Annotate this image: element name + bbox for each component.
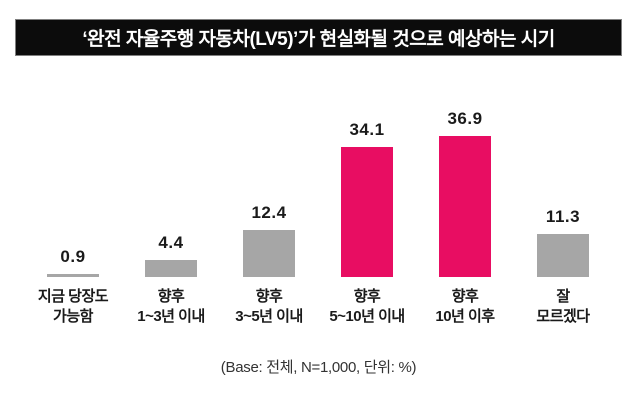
bar-value-label: 12.4 <box>251 203 287 222</box>
bar-value-label: 0.9 <box>60 247 86 266</box>
bar-zone: 0.9 <box>47 96 99 277</box>
bar-column: 34.1 향후 5~10년 이내 <box>318 96 416 328</box>
bar-chart: 0.9 지금 당장도 가능함 4.4 향후 1~3년 이내 12.4 향후 3~5년 이내 34.… <box>24 96 612 328</box>
bar-zone: 34.1 <box>341 96 393 277</box>
bar-column: 12.4 향후 3~5년 이내 <box>220 96 318 328</box>
bar-value-label: 34.1 <box>349 120 385 139</box>
category-label: 향후 3~5년 이내 <box>235 288 303 326</box>
bar-column: 0.9 지금 당장도 가능함 <box>24 96 122 328</box>
bar-column: 11.3 잘 모르겠다 <box>514 96 612 328</box>
category-label: 향후 5~10년 이내 <box>329 288 405 326</box>
bar-columns: 0.9 지금 당장도 가능함 4.4 향후 1~3년 이내 12.4 향후 3~5년 이내 34.… <box>24 96 612 328</box>
category-label: 잘 모르겠다 <box>536 288 590 326</box>
category-label: 향후 1~3년 이내 <box>137 288 205 326</box>
bar-default <box>243 230 295 277</box>
category-label: 향후 10년 이후 <box>435 288 495 326</box>
bar-highlighted <box>439 136 491 277</box>
bar-value-label: 11.3 <box>545 207 581 226</box>
bar-highlighted <box>341 147 393 277</box>
bar-column: 4.4 향후 1~3년 이내 <box>122 96 220 328</box>
bar-column: 36.9 향후 10년 이후 <box>416 96 514 328</box>
bar-value-label: 36.9 <box>447 109 483 128</box>
bar-value-label: 4.4 <box>158 233 184 252</box>
bar-default <box>537 234 589 277</box>
chart-title-banner: ‘완전 자율주행 자동차(LV5)’가 현실화될 것으로 예상하는 시기 <box>15 19 622 56</box>
base-note: (Base: 전체, N=1,000, 단위: %) <box>220 359 417 376</box>
bar-zone: 12.4 <box>243 96 295 277</box>
chart-title: ‘완전 자율주행 자동차(LV5)’가 현실화될 것으로 예상하는 시기 <box>82 29 555 50</box>
category-label: 지금 당장도 가능함 <box>37 288 109 326</box>
bar-zone: 36.9 <box>439 96 491 277</box>
bar-zone: 4.4 <box>145 96 197 277</box>
bar-default <box>145 260 197 277</box>
bar-default <box>47 274 99 277</box>
bar-zone: 11.3 <box>537 96 589 277</box>
